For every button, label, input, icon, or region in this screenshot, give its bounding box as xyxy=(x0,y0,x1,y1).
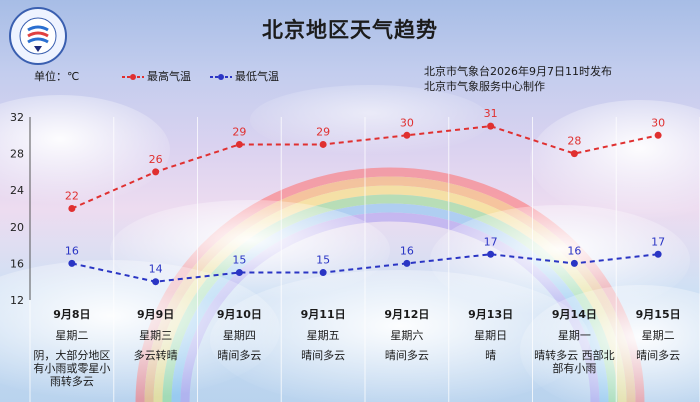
series-line-low xyxy=(71,253,659,283)
data-label-high: 28 xyxy=(567,135,581,148)
legend-high-label: 最高气温 xyxy=(147,70,191,83)
page-title: 北京地区天气趋势 xyxy=(262,18,438,42)
y-tick-label: 16 xyxy=(10,257,24,270)
data-label-low: 17 xyxy=(484,235,498,248)
day-date: 9月12日 xyxy=(384,308,430,321)
day-date: 9月9日 xyxy=(136,308,175,321)
data-point-high xyxy=(319,140,327,148)
data-label-high: 22 xyxy=(65,190,79,203)
day-column: 9月15日星期二晴间多云 xyxy=(616,308,700,362)
data-label-low: 16 xyxy=(400,244,414,257)
data-label-low: 16 xyxy=(567,244,581,257)
legend-high: 最高气温 xyxy=(122,68,191,84)
day-weekday: 星期日 xyxy=(474,329,508,342)
day-weather: 晴间多云 xyxy=(217,349,262,362)
day-weekday: 星期四 xyxy=(222,329,256,342)
day-date: 9月13日 xyxy=(468,308,514,321)
day-column: 9月11日星期五晴间多云 xyxy=(281,308,365,362)
day-weekday: 星期一 xyxy=(557,329,591,342)
beijing-meteorological-logo-icon xyxy=(9,7,67,65)
data-point-low xyxy=(654,250,662,258)
data-point-high xyxy=(403,131,411,139)
day-column: 9月8日星期二阴，大部分地区有小雨或零星小雨转多云 xyxy=(30,308,114,388)
day-weather: 晴间多云 xyxy=(301,349,346,362)
data-point-high xyxy=(68,205,76,212)
data-point-high xyxy=(487,122,495,130)
data-point-low xyxy=(68,259,76,267)
y-tick-label: 20 xyxy=(10,221,24,234)
data-label-high: 30 xyxy=(400,116,414,129)
day-date: 9月14日 xyxy=(551,308,597,321)
legend-low-line-icon xyxy=(210,74,232,80)
day-weather: 晴 xyxy=(485,349,497,362)
data-point-high xyxy=(152,168,160,176)
day-date: 9月15日 xyxy=(635,308,681,321)
data-label-high: 29 xyxy=(316,125,330,138)
day-weather: 阴，大部分地区有小雨或零星小雨转多云 xyxy=(33,349,111,388)
data-label-high: 29 xyxy=(232,125,246,138)
data-point-low xyxy=(570,259,578,267)
day-weather: 晴转多云 西部北部有小雨 xyxy=(534,349,615,375)
day-column: 9月14日星期一晴转多云 西部北部有小雨 xyxy=(532,308,616,375)
day-weather: 晴间多云 xyxy=(636,349,681,362)
data-label-low: 14 xyxy=(149,263,163,276)
day-weekday: 星期二 xyxy=(641,329,675,342)
day-weekday: 星期三 xyxy=(139,329,173,342)
day-weekday: 星期二 xyxy=(55,329,89,342)
data-point-low xyxy=(319,269,327,277)
data-label-low: 16 xyxy=(65,244,79,257)
day-date: 9月10日 xyxy=(216,308,262,321)
day-column: 9月13日星期日晴 xyxy=(449,308,533,362)
data-label-low: 17 xyxy=(651,235,665,248)
day-weekday: 星期六 xyxy=(390,329,424,342)
series-line-high xyxy=(71,125,659,210)
data-label-high: 26 xyxy=(149,153,163,166)
data-point-low xyxy=(152,278,160,286)
clouds xyxy=(0,85,700,402)
data-point-low xyxy=(403,259,411,267)
legend-low: 最低气温 xyxy=(210,68,279,84)
data-point-high xyxy=(235,140,243,148)
y-tick-label: 28 xyxy=(10,148,24,161)
day-column: 9月12日星期六晴间多云 xyxy=(365,308,449,362)
data-point-high xyxy=(654,131,662,139)
legend-low-label: 最低气温 xyxy=(235,70,279,83)
y-tick-label: 24 xyxy=(10,184,24,197)
data-label-low: 15 xyxy=(316,254,330,267)
day-date: 9月11日 xyxy=(300,308,346,321)
day-column: 9月10日星期四晴间多云 xyxy=(197,308,281,362)
source-line-publisher: 北京市气象台2026年9月7日11时发布 xyxy=(424,65,612,78)
data-point-low xyxy=(487,250,495,258)
data-label-high: 31 xyxy=(484,107,498,120)
day-weekday: 星期五 xyxy=(306,329,340,342)
unit-label: 单位：℃ xyxy=(34,70,80,83)
day-weather: 多云转晴 xyxy=(133,349,178,362)
data-point-low xyxy=(235,269,243,277)
y-tick-label: 32 xyxy=(10,111,24,124)
source-info: 北京市气象台2026年9月7日11时发布 北京市气象服务中心制作 xyxy=(424,64,612,94)
source-line-producer: 北京市气象服务中心制作 xyxy=(424,80,545,93)
day-date: 9月8日 xyxy=(53,308,91,321)
data-label-low: 15 xyxy=(232,254,246,267)
data-label-high: 30 xyxy=(651,116,665,129)
data-point-high xyxy=(570,150,578,158)
y-tick-label: 12 xyxy=(10,294,24,307)
day-column: 9月9日星期三多云转晴 xyxy=(114,308,198,362)
legend-high-line-icon xyxy=(122,74,144,80)
day-weather: 晴间多云 xyxy=(384,349,429,362)
